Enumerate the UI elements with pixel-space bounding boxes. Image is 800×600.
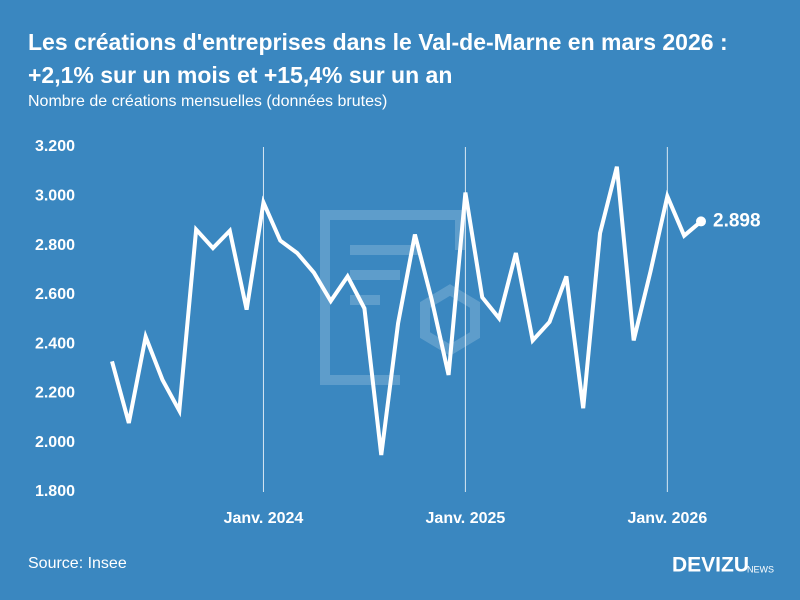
y-tick-label: 3.200 bbox=[35, 138, 75, 155]
y-tick-label: 2.600 bbox=[35, 286, 75, 303]
y-tick-label: 2.200 bbox=[35, 385, 75, 402]
source: Source: Insee bbox=[28, 555, 127, 572]
x-tick-label: Janv. 2024 bbox=[224, 510, 304, 527]
watermark bbox=[320, 210, 480, 385]
end-point bbox=[696, 216, 706, 227]
chart-subtitle: Nombre de créations mensuelles (données … bbox=[28, 93, 388, 110]
x-tick-label: Janv. 2026 bbox=[627, 510, 707, 527]
y-tick-label: 2.800 bbox=[35, 237, 75, 254]
value-label: 2.898 bbox=[713, 210, 761, 231]
data-line bbox=[110, 166, 703, 456]
brand: DEVIZU bbox=[672, 554, 749, 577]
y-tick-label: 2.000 bbox=[35, 434, 75, 451]
brand-suffix: NEWS bbox=[747, 564, 774, 574]
y-tick-label: 3.000 bbox=[35, 188, 75, 205]
chart-title: Les créations d'entreprises dans le Val-… bbox=[28, 29, 728, 88]
y-tick-label: 2.400 bbox=[35, 335, 75, 352]
x-tick-label: Janv. 2025 bbox=[426, 510, 506, 527]
y-tick-label: 1.800 bbox=[35, 483, 75, 500]
